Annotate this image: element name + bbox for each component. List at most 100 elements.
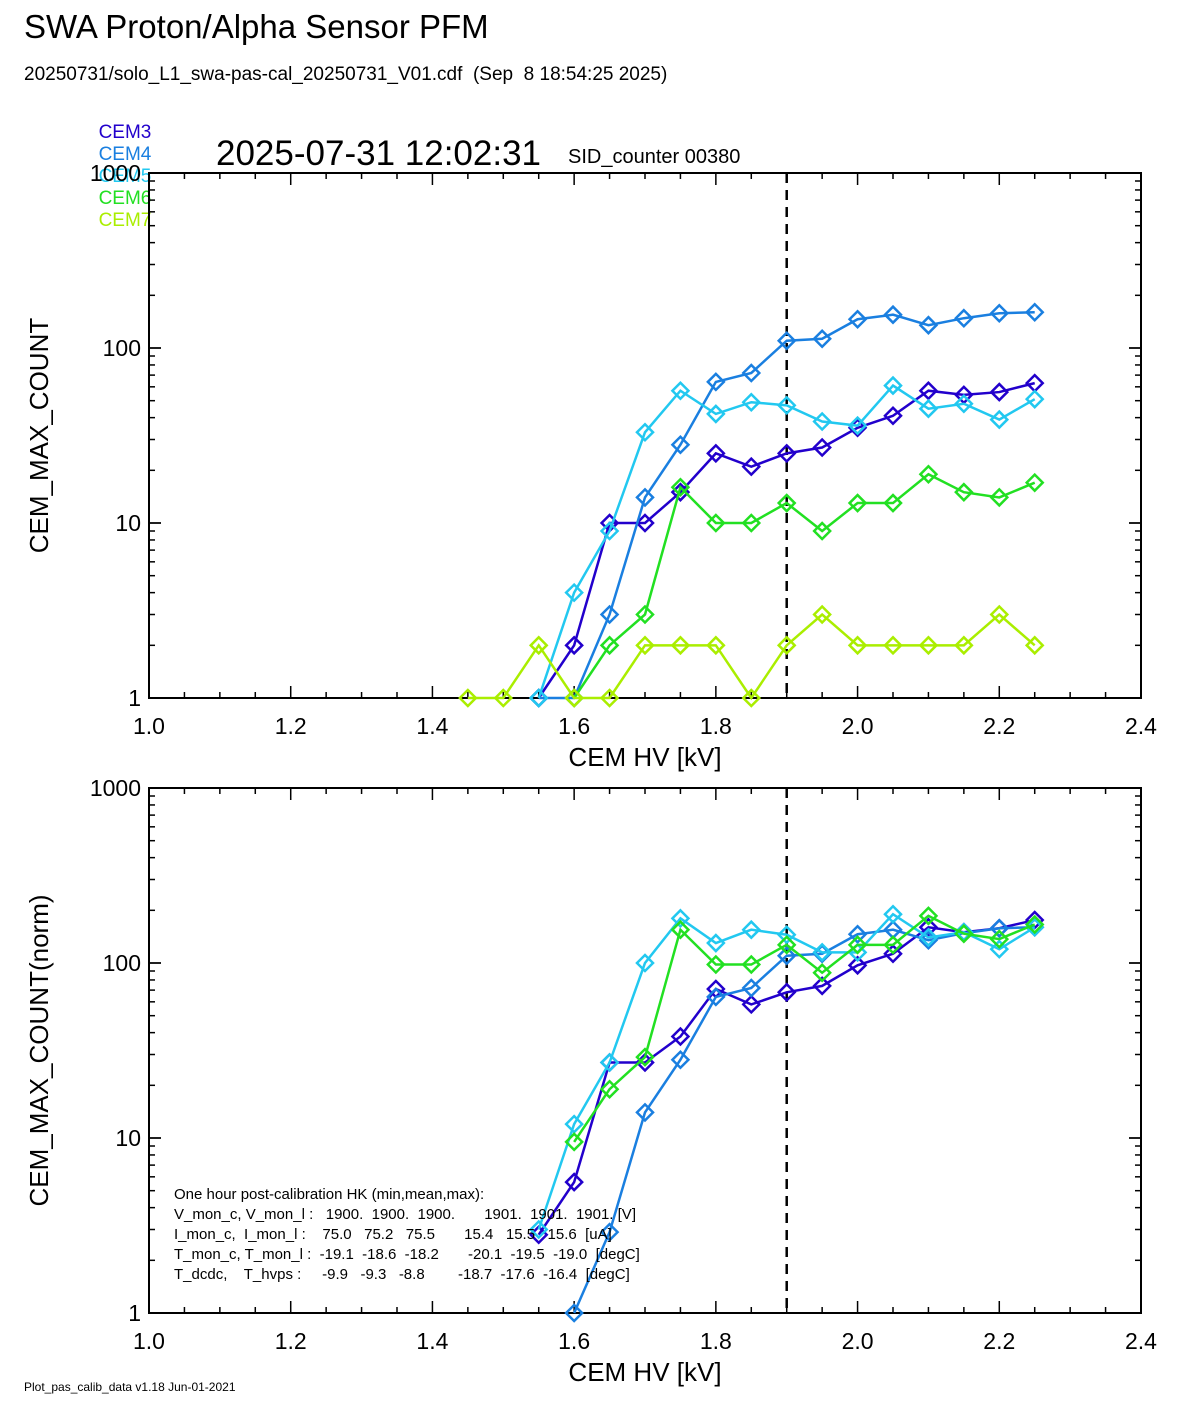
data-point: [706, 443, 726, 464]
data-point: [635, 1047, 655, 1067]
data-point: [812, 976, 832, 996]
data-point: [954, 923, 974, 944]
y-axis-ticks: [149, 787, 1141, 1314]
series-cem6: [564, 906, 1045, 1152]
data-point: [599, 604, 620, 625]
data-point: [776, 395, 797, 416]
data-point: [635, 513, 655, 533]
data-point: [706, 513, 726, 533]
data-point: [564, 582, 584, 603]
data-point: [883, 304, 903, 325]
data-point: [599, 688, 620, 708]
series-line-cem6: [573, 914, 1036, 1143]
x-tick-label: 2.4: [1125, 1328, 1157, 1354]
series-line-cem5: [537, 383, 1036, 699]
data-point: [847, 935, 868, 955]
data-point: [670, 908, 691, 929]
data-point: [812, 521, 832, 541]
data-point: [670, 380, 691, 401]
data-point: [564, 1132, 584, 1152]
data-point: [989, 382, 1010, 402]
data-point: [847, 635, 868, 656]
y-tick-label: 1000: [90, 775, 141, 801]
series-line-cem5: [537, 912, 1036, 1230]
series-cem3: [528, 910, 1045, 1245]
data-point: [706, 954, 726, 975]
data-point: [847, 924, 868, 945]
data-point: [635, 422, 655, 443]
data-point: [812, 604, 832, 625]
y-tick-label: 10: [115, 1125, 141, 1151]
series-line-cem6: [573, 472, 1036, 699]
data-point: [847, 493, 868, 513]
plot-title: SWA Proton/Alpha Sensor PFM: [24, 8, 489, 45]
data-point: [918, 906, 939, 926]
x-tick-label: 1.2: [275, 713, 307, 739]
data-point: [776, 635, 797, 656]
y-axis-ticks: [149, 172, 1141, 699]
data-point: [635, 487, 655, 508]
series-cem3: [528, 373, 1045, 708]
data-point: [954, 482, 974, 502]
data-point: [918, 380, 939, 401]
data-point: [918, 315, 939, 335]
hk-text-line: V_mon_c, V_mon_l : 1900. 1900. 1900. 190…: [174, 1206, 636, 1223]
series-line-cem3: [537, 918, 1035, 1236]
legend-item-cem5: CEM5: [98, 166, 152, 187]
data-point: [741, 688, 762, 708]
data-point: [989, 939, 1010, 959]
series-line-cem7: [467, 612, 1036, 701]
data-point: [989, 604, 1010, 625]
data-point: [706, 635, 726, 656]
data-point: [599, 635, 620, 656]
data-point: [989, 487, 1010, 508]
y-axis-label: CEM_MAX_COUNT: [24, 318, 54, 554]
data-point: [599, 1052, 620, 1073]
legend-item-cem6: CEM6: [98, 188, 152, 209]
data-point: [847, 955, 868, 976]
chart-panel-1: 1.0 1.2 1.4 1.6 1.8 2.0 2.2 2.4 1 10 100 1000 CEM HV…: [24, 160, 1157, 772]
data-point: [706, 404, 726, 424]
data-point: [599, 1079, 620, 1099]
data-point: [918, 927, 939, 948]
data-point: [670, 477, 691, 498]
data-point: [883, 493, 903, 513]
data-point: [776, 982, 797, 1003]
data-point: [741, 363, 762, 383]
data-point: [670, 1026, 691, 1047]
x-tick-label: 1.0: [133, 713, 165, 739]
hk-text-line: T_dcdc, T_hvps : -9.9 -9.3 -8.8 -18.7 -1…: [174, 1266, 630, 1283]
data-point: [883, 375, 903, 396]
data-point: [564, 1172, 584, 1192]
y-tick-label: 1000: [90, 160, 141, 186]
data-point: [776, 935, 797, 955]
x-tick-label: 2.4: [1125, 713, 1157, 739]
data-point: [776, 330, 797, 351]
series-cem5: [528, 375, 1045, 708]
data-point: [706, 372, 726, 392]
data-point: [741, 392, 762, 412]
data-point: [528, 635, 549, 656]
data-point: [812, 942, 832, 963]
x-tick-label: 1.2: [275, 1328, 307, 1354]
data-point: [706, 933, 726, 953]
x-tick-label: 1.0: [133, 1328, 165, 1354]
hk-annotation: One hour post-calibration HK (min,mean,m…: [174, 1186, 640, 1283]
data-point: [954, 394, 974, 414]
data-point: [812, 437, 832, 458]
data-point: [670, 635, 691, 656]
y-axis-label: CEM_MAX_COUNT(norm): [24, 894, 54, 1206]
data-point: [599, 521, 620, 541]
data-point: [918, 635, 939, 656]
x-tick-label: 2.0: [842, 713, 874, 739]
y-tick-label: 100: [103, 335, 141, 361]
data-point: [706, 987, 726, 1007]
data-point: [812, 328, 832, 349]
data-point: [741, 513, 762, 533]
data-point: [812, 411, 832, 432]
data-point: [741, 919, 762, 940]
legend-item-cem3: CEM3: [98, 122, 152, 143]
series-cem5: [528, 904, 1045, 1240]
data-point: [847, 309, 868, 330]
data-point: [458, 688, 478, 708]
